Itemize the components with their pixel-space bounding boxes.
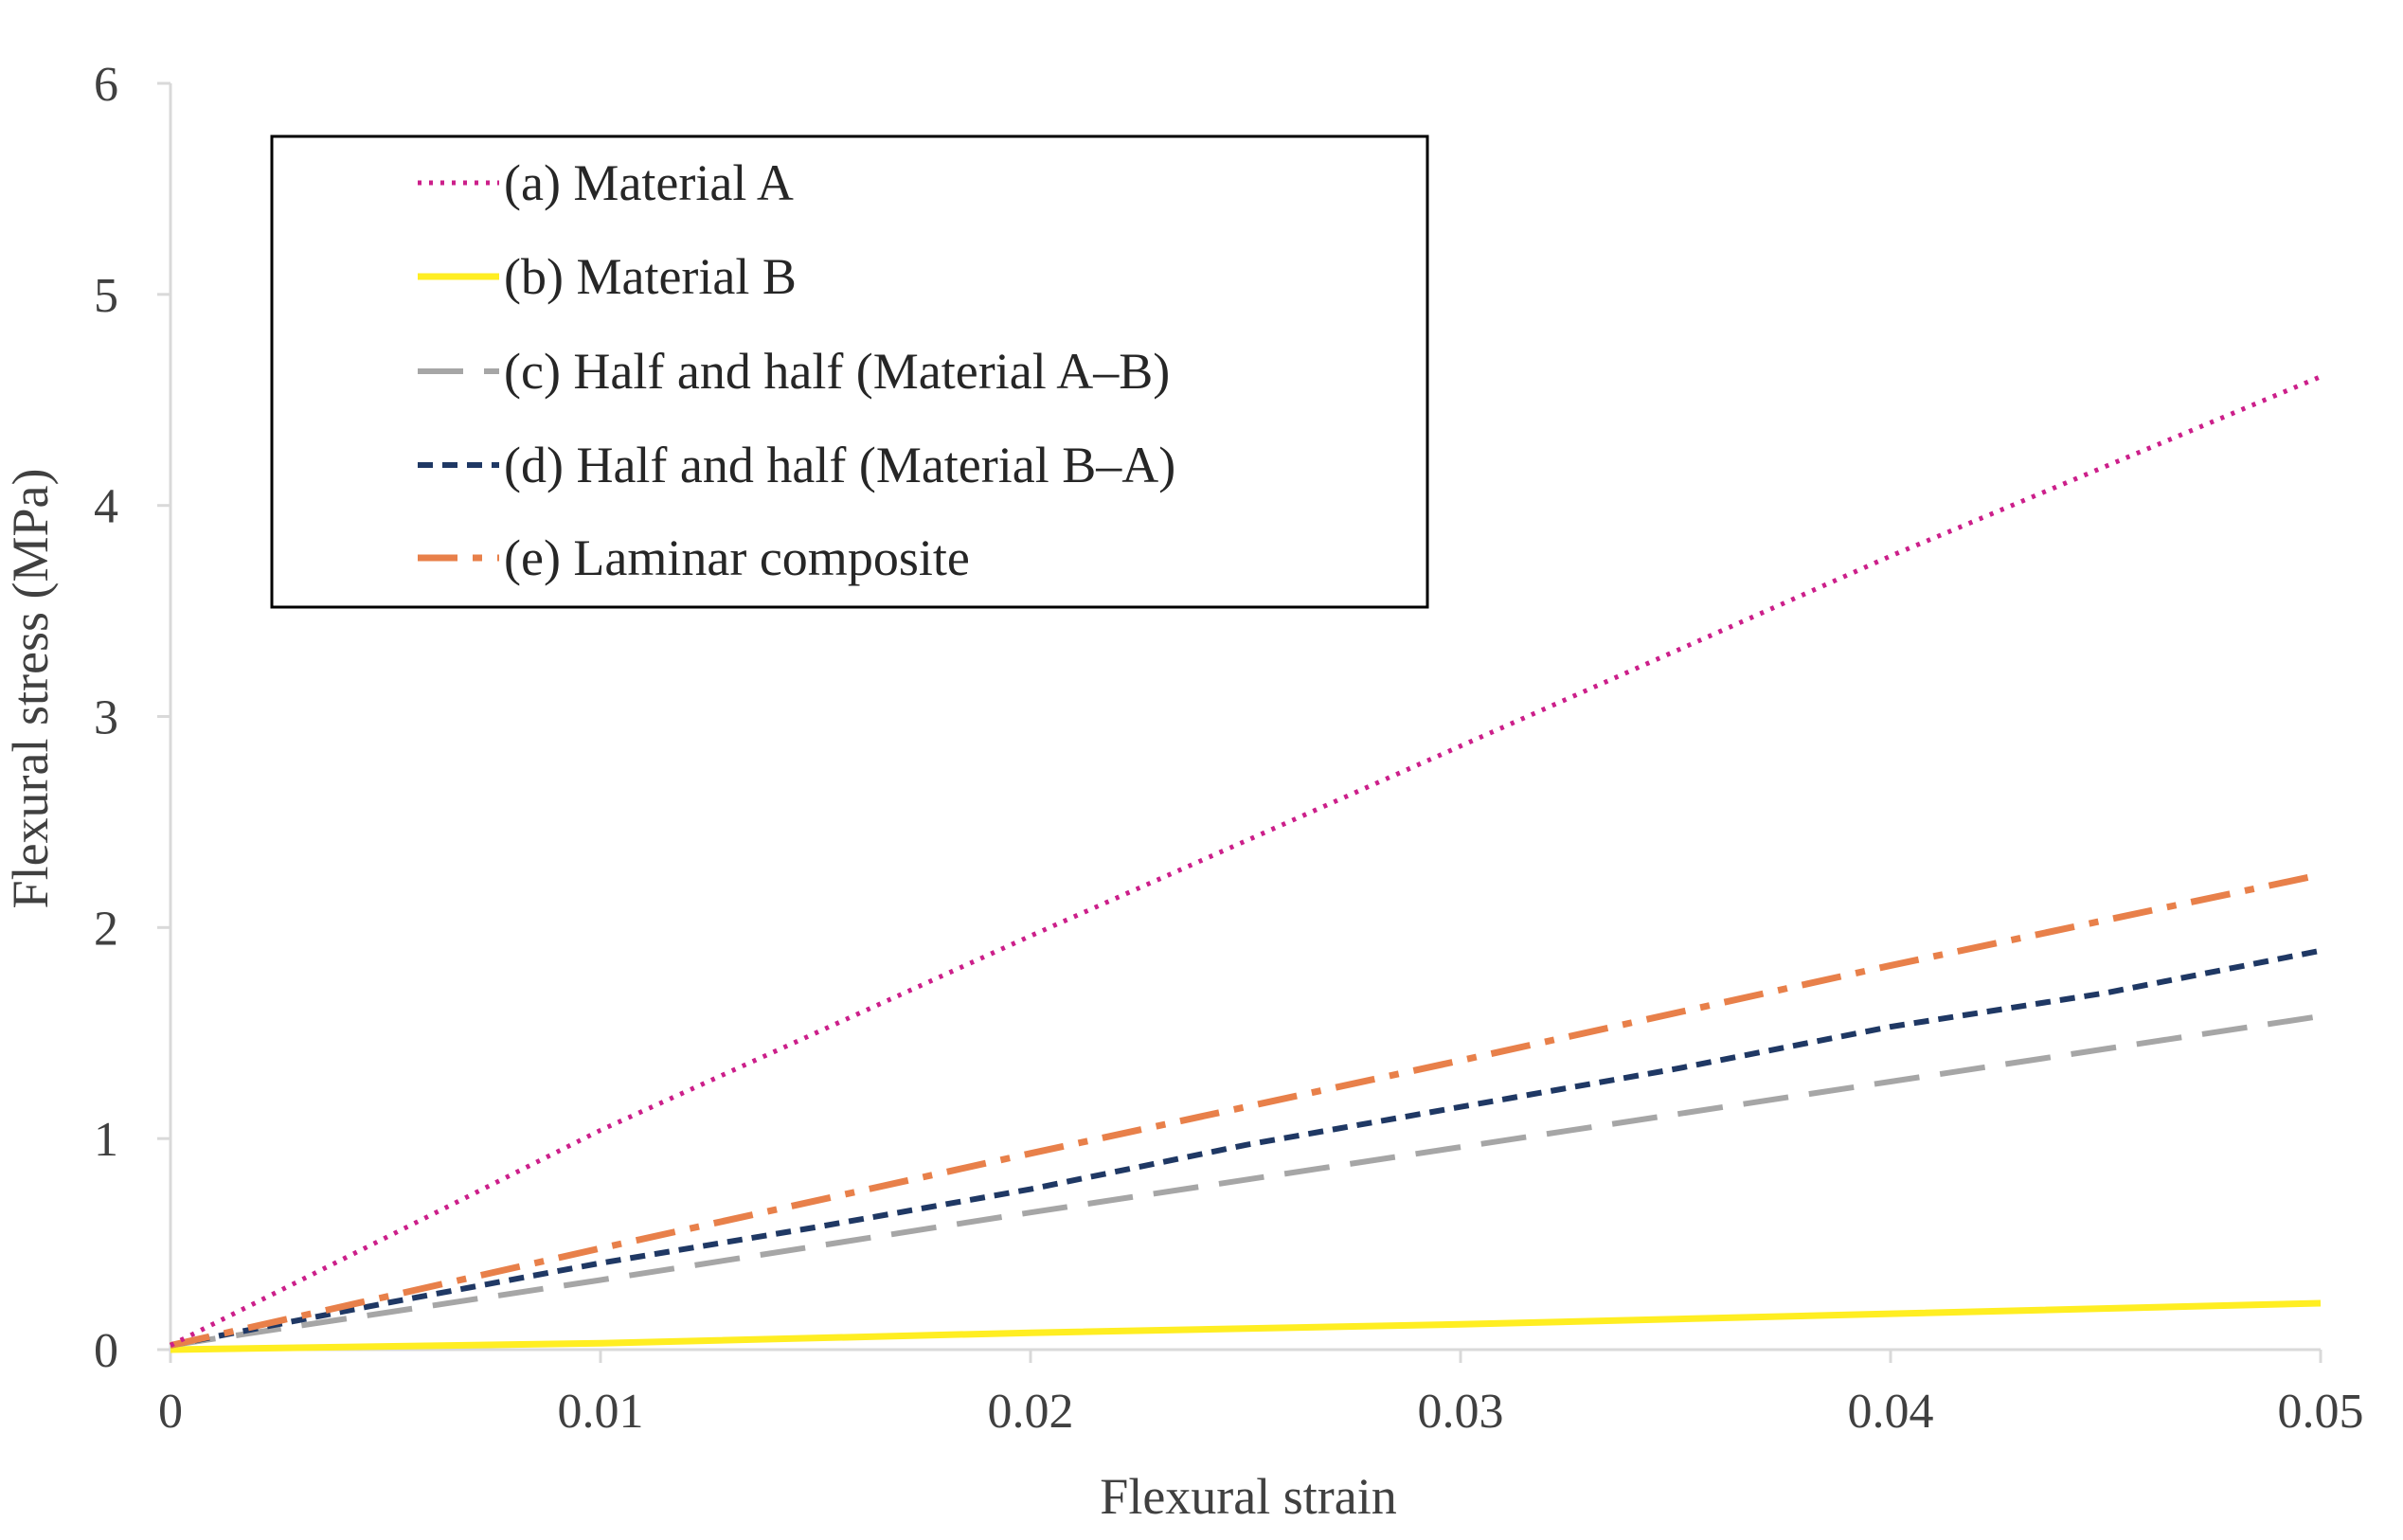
y-axis-title: Flexural stress (MPa) bbox=[2, 469, 59, 909]
y-tick-label: 1 bbox=[94, 1113, 118, 1167]
y-tick-label: 4 bbox=[94, 480, 118, 534]
series-layer bbox=[169, 374, 2322, 1353]
y-tick-label: 3 bbox=[94, 691, 118, 745]
legend: (a) Material A (b) Material B (c) Half and… bbox=[270, 134, 1429, 609]
x-tick-label: 0.04 bbox=[1848, 1385, 1934, 1439]
y-tick-label: 0 bbox=[94, 1324, 118, 1378]
legend-label-b: (b) Material B bbox=[504, 248, 797, 305]
legend-label-a: (a) Material A bbox=[504, 154, 794, 211]
x-tick-label: 0.01 bbox=[558, 1385, 644, 1439]
x-ticks: 0 0.01 0.02 0.03 0.04 0.05 bbox=[158, 1350, 2364, 1439]
series-line-c bbox=[170, 1012, 2322, 1349]
x-tick-label: 0.03 bbox=[1418, 1385, 1504, 1439]
legend-label-d: (d) Half and half (Material B–A) bbox=[504, 437, 1175, 493]
x-tick-label: 0.05 bbox=[2278, 1385, 2364, 1439]
y-tick-label: 6 bbox=[94, 58, 118, 112]
legend-label-c: (c) Half and half (Material A–B) bbox=[504, 343, 1170, 400]
x-tick-label: 0.02 bbox=[988, 1385, 1074, 1439]
legend-box bbox=[270, 134, 1429, 609]
series-line-e bbox=[170, 871, 2322, 1349]
series-line-b bbox=[170, 1299, 2322, 1353]
y-tick-label: 5 bbox=[94, 269, 118, 323]
y-ticks: 0 1 2 3 4 5 6 bbox=[94, 58, 170, 1378]
series-line-a bbox=[169, 374, 2322, 1348]
x-tick-label: 0 bbox=[158, 1385, 183, 1439]
legend-items: (a) Material A (b) Material B (c) Half and… bbox=[418, 154, 1175, 586]
legend-label-e: (e) Laminar composite bbox=[504, 529, 970, 586]
series-line-d bbox=[170, 947, 2322, 1349]
y-tick-label: 2 bbox=[94, 902, 118, 956]
x-axis-title: Flexural strain bbox=[1100, 1468, 1396, 1525]
